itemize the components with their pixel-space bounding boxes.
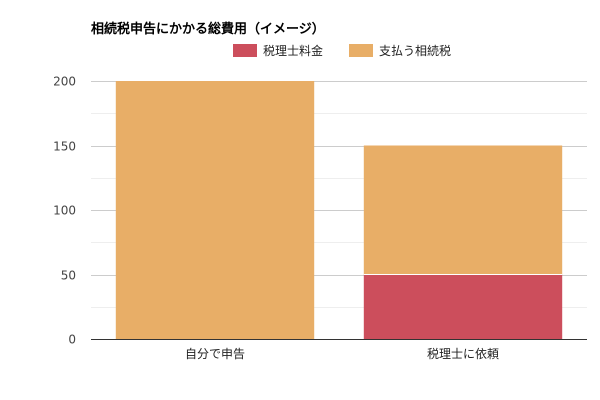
y-tick-label: 50 bbox=[61, 269, 76, 283]
chart-title: 相続税申告にかかる総費用（イメージ） bbox=[91, 21, 325, 37]
y-tick-label: 100 bbox=[53, 204, 76, 218]
legend-label-tax: 支払う相続税 bbox=[379, 44, 451, 58]
x-category-label: 自分で申告 bbox=[185, 347, 245, 361]
legend-item-tax[interactable]: 支払う相続税 bbox=[349, 44, 451, 58]
bars bbox=[115, 81, 563, 340]
x-category-label: 税理士に依頼 bbox=[427, 346, 499, 361]
x-axis-categories: 自分で申告 税理士に依頼 bbox=[185, 346, 499, 361]
bar-fee-1[interactable] bbox=[363, 274, 563, 340]
legend-swatch-fee bbox=[233, 44, 257, 57]
legend-swatch-tax bbox=[349, 44, 373, 57]
legend-label-fee: 税理士料金 bbox=[263, 43, 323, 58]
y-tick-label: 150 bbox=[53, 140, 76, 154]
legend: 税理士料金 支払う相続税 bbox=[233, 43, 451, 58]
bar-tax-0[interactable] bbox=[115, 81, 315, 339]
y-tick-label: 200 bbox=[53, 75, 76, 89]
y-tick-label: 0 bbox=[68, 333, 76, 347]
legend-item-fee[interactable]: 税理士料金 bbox=[233, 43, 323, 58]
y-axis-ticks: 0 50 100 150 200 bbox=[53, 75, 76, 347]
bar-tax-1[interactable] bbox=[363, 145, 563, 275]
